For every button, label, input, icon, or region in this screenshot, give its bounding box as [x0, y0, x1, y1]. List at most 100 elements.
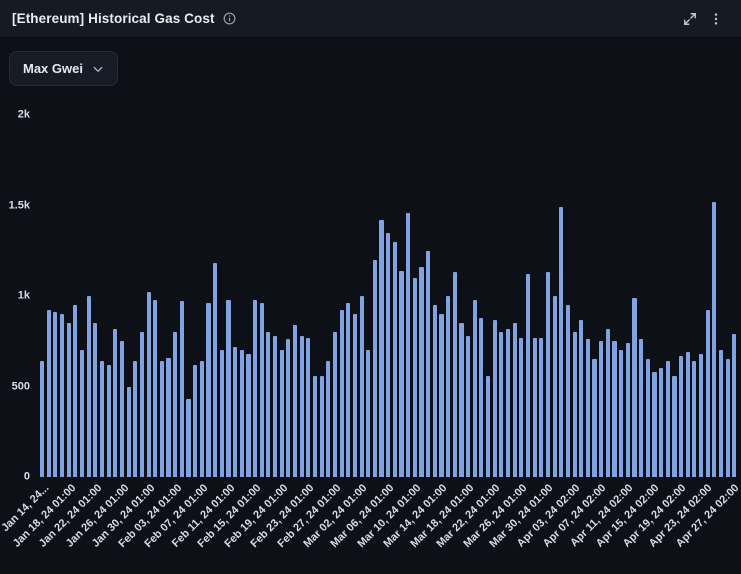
bar[interactable] [692, 361, 696, 477]
bar[interactable] [479, 318, 483, 477]
bar[interactable] [546, 272, 550, 477]
bar[interactable] [186, 399, 190, 477]
bar[interactable] [626, 343, 630, 477]
bar[interactable] [100, 361, 104, 477]
bar[interactable] [266, 332, 270, 477]
bar[interactable] [366, 350, 370, 477]
bar[interactable] [672, 376, 676, 477]
bar[interactable] [519, 338, 523, 477]
bar[interactable] [53, 312, 57, 477]
bar[interactable] [533, 338, 537, 477]
bar[interactable] [646, 359, 650, 477]
bar[interactable] [513, 323, 517, 477]
bar[interactable] [300, 336, 304, 477]
bar[interactable] [166, 358, 170, 477]
bar[interactable] [120, 341, 124, 477]
bar[interactable] [566, 305, 570, 477]
bar[interactable] [80, 350, 84, 477]
bar[interactable] [147, 292, 151, 477]
bar[interactable] [526, 274, 530, 477]
bar[interactable] [612, 341, 616, 477]
bar[interactable] [246, 354, 250, 477]
bar[interactable] [226, 300, 230, 477]
bar[interactable] [67, 323, 71, 477]
bar[interactable] [240, 350, 244, 477]
bar[interactable] [506, 329, 510, 477]
kebab-menu-icon[interactable] [703, 6, 729, 32]
info-icon[interactable] [223, 12, 236, 25]
bar[interactable] [559, 207, 563, 477]
bar[interactable] [686, 352, 690, 477]
bar[interactable] [539, 338, 543, 477]
bar[interactable] [326, 361, 330, 477]
bar[interactable] [193, 365, 197, 477]
bar[interactable] [726, 359, 730, 477]
bar[interactable] [592, 359, 596, 477]
bar[interactable] [40, 361, 44, 477]
bar[interactable] [586, 339, 590, 477]
bar[interactable] [599, 341, 603, 477]
bar[interactable] [579, 320, 583, 477]
bar[interactable] [473, 300, 477, 477]
bar[interactable] [153, 300, 157, 477]
bar[interactable] [293, 325, 297, 477]
bar[interactable] [140, 332, 144, 477]
bar[interactable] [446, 296, 450, 477]
bar[interactable] [639, 339, 643, 477]
bar[interactable] [133, 361, 137, 477]
bar[interactable] [233, 347, 237, 477]
bar[interactable] [47, 310, 51, 477]
bar[interactable] [340, 310, 344, 477]
bar[interactable] [426, 251, 430, 477]
bar[interactable] [173, 332, 177, 477]
bar[interactable] [393, 242, 397, 477]
bar[interactable] [439, 314, 443, 477]
bar[interactable] [553, 296, 557, 477]
bar[interactable] [632, 298, 636, 477]
bar[interactable] [360, 296, 364, 477]
bar[interactable] [107, 365, 111, 477]
bar[interactable] [666, 361, 670, 477]
bar[interactable] [499, 332, 503, 477]
bar[interactable] [706, 310, 710, 477]
bar[interactable] [652, 372, 656, 477]
bar[interactable] [459, 323, 463, 477]
bar[interactable] [493, 320, 497, 477]
bar[interactable] [699, 354, 703, 477]
expand-icon[interactable] [677, 6, 703, 32]
bar[interactable] [379, 220, 383, 477]
bar[interactable] [712, 202, 716, 477]
bar[interactable] [313, 376, 317, 477]
bar[interactable] [286, 339, 290, 477]
metric-dropdown[interactable]: Max Gwei [9, 51, 118, 86]
bar[interactable] [73, 305, 77, 477]
bar[interactable] [213, 263, 217, 477]
bar[interactable] [606, 329, 610, 477]
bar[interactable] [619, 350, 623, 477]
bar[interactable] [113, 329, 117, 477]
bar[interactable] [160, 361, 164, 477]
bar[interactable] [573, 332, 577, 477]
bar[interactable] [453, 272, 457, 477]
bar[interactable] [406, 213, 410, 477]
bar[interactable] [127, 387, 131, 478]
bar[interactable] [433, 305, 437, 477]
bar[interactable] [719, 350, 723, 477]
bar[interactable] [206, 303, 210, 477]
bar[interactable] [87, 296, 91, 477]
bar[interactable] [260, 303, 264, 477]
bar[interactable] [386, 233, 390, 477]
bar[interactable] [373, 260, 377, 477]
bar[interactable] [306, 338, 310, 477]
bar[interactable] [253, 300, 257, 477]
bar[interactable] [413, 278, 417, 477]
bar[interactable] [93, 323, 97, 477]
bar[interactable] [419, 267, 423, 477]
bar[interactable] [486, 376, 490, 477]
bar[interactable] [273, 336, 277, 477]
bar[interactable] [679, 356, 683, 477]
bar[interactable] [659, 368, 663, 477]
bar[interactable] [280, 350, 284, 477]
bar[interactable] [180, 301, 184, 477]
bar[interactable] [200, 361, 204, 477]
